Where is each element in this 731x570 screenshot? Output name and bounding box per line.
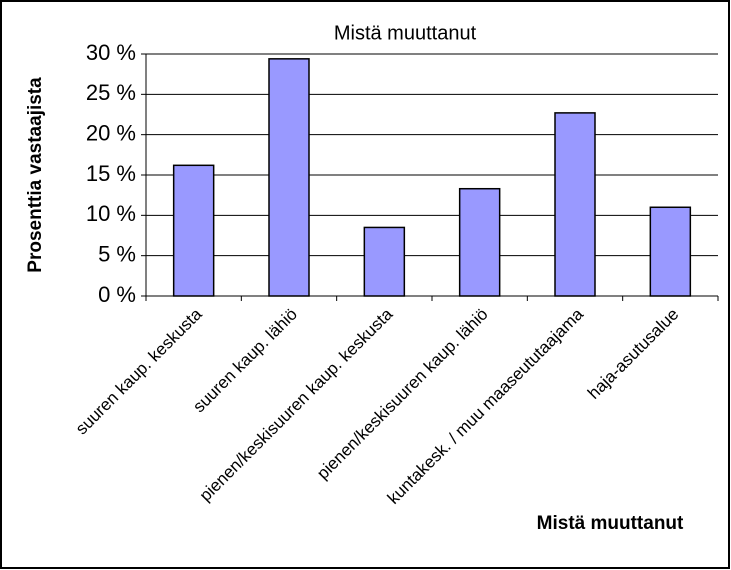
y-tick-label: 0 % (98, 282, 136, 307)
y-tick-label: 5 % (98, 241, 136, 266)
y-tick-label: 20 % (86, 120, 136, 145)
y-tick-label: 15 % (86, 161, 136, 186)
y-tick-label: 25 % (86, 80, 136, 105)
x-axis-label: Mistä muuttanut (537, 513, 684, 534)
y-axis-label: Prosenttia vastaajista (25, 77, 46, 273)
chart-title: Mistä muuttanut (334, 22, 477, 44)
bar (554, 112, 596, 297)
bar (649, 206, 692, 297)
bar (458, 187, 501, 297)
bar (172, 164, 215, 297)
bar (363, 226, 406, 297)
y-tick-label: 30 % (86, 40, 136, 65)
y-tick-label: 10 % (86, 201, 136, 226)
bar (268, 58, 310, 297)
